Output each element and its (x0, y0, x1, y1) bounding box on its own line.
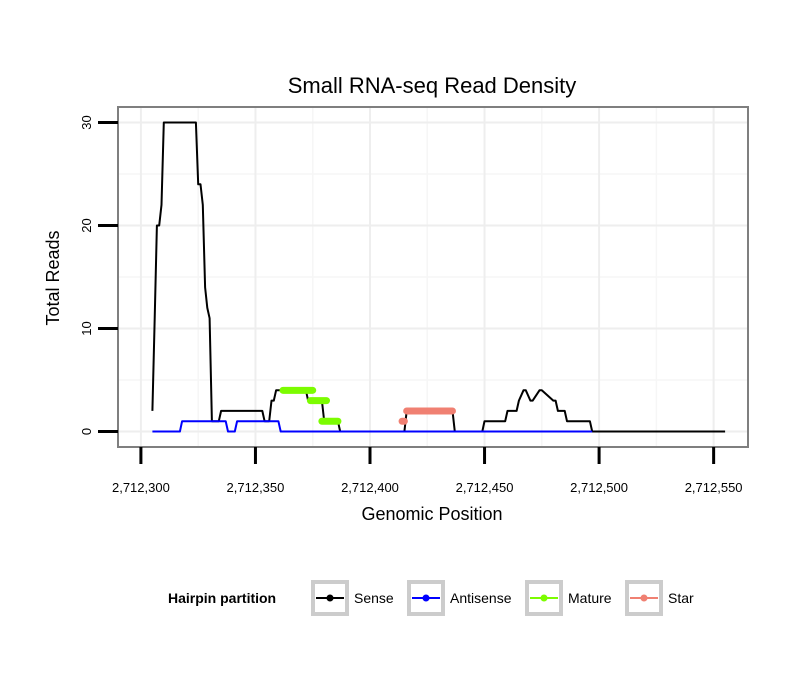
y-tick-label: 0 (79, 428, 94, 435)
y-tick-label: 10 (79, 321, 94, 335)
axes: 2,712,300 2,712,350 2,712,400 2,712,450 2,71… (79, 106, 749, 495)
legend-item-sense: Sense (311, 580, 394, 616)
legend-key-point (640, 594, 648, 602)
x-axis-title: Genomic Position (361, 504, 502, 524)
legend-item-mature: Mature (525, 580, 612, 616)
x-tick-label: 2,712,400 (341, 480, 399, 495)
legend-label: Antisense (450, 590, 512, 606)
x-tick-label: 2,712,450 (456, 480, 514, 495)
x-tick-label: 2,712,300 (112, 480, 170, 495)
x-tick-label: 2,712,350 (227, 480, 285, 495)
series-line-antisense (152, 420, 593, 433)
x-tick-label: 2,712,500 (570, 480, 628, 495)
legend-key-point (326, 594, 334, 602)
plot-area (118, 107, 748, 447)
legend-label: Mature (568, 590, 612, 606)
legend-label: Star (668, 590, 694, 606)
legend-label: Sense (354, 590, 394, 606)
chart-title: Small RNA-seq Read Density (288, 73, 577, 98)
y-tick-label: 30 (79, 115, 94, 129)
series-line-sense (151, 121, 726, 433)
x-tick-label: 2,712,550 (685, 480, 743, 495)
legend: Hairpin partition Sense Antisense Mature Sta… (168, 580, 694, 616)
panel-border (117, 106, 749, 448)
legend-item-star: Star (625, 580, 694, 616)
legend-title: Hairpin partition (168, 590, 276, 606)
legend-key-point (540, 594, 548, 602)
legend-item-antisense: Antisense (407, 580, 512, 616)
y-axis-title: Total Reads (43, 230, 63, 325)
y-tick-label: 20 (79, 218, 94, 232)
legend-key-point (422, 594, 430, 602)
